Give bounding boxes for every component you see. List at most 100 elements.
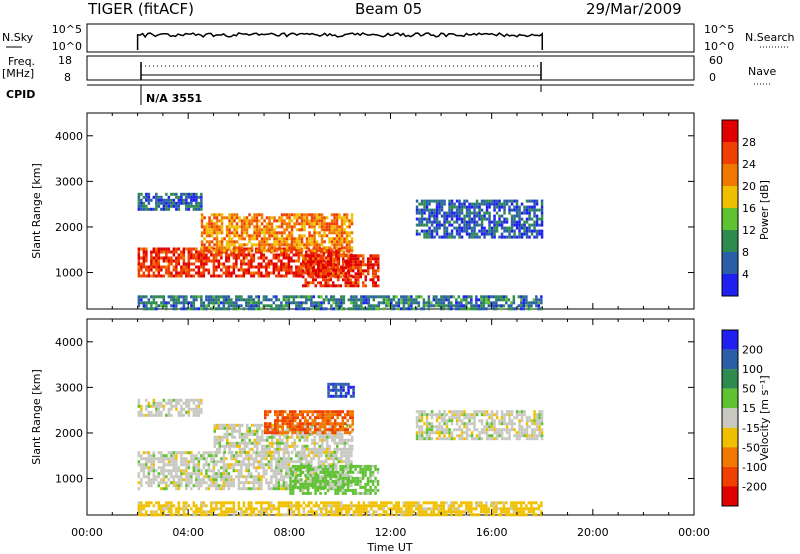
data-cell [374,464,377,468]
data-cell [270,259,273,263]
data-cell [218,213,221,217]
data-cell [428,434,431,438]
data-cell [340,298,343,302]
data-cell [205,460,208,464]
data-cell [270,475,273,479]
data-cell [182,401,186,405]
data-cell [528,199,531,203]
data-cell [371,488,375,492]
data-cell [180,250,183,254]
data-cell [512,307,516,311]
data-cell [327,281,330,285]
data-cell [203,228,206,232]
data-cell [345,460,348,464]
data-cell [336,413,339,417]
data-cell [265,228,269,232]
data-cell [323,231,326,235]
data-cell [248,240,251,244]
data-cell [203,249,206,253]
data-cell [460,307,463,311]
data-cell [291,413,294,417]
data-cell [215,213,219,217]
data-cell [150,265,153,269]
data-cell [257,274,261,278]
data-cell [317,454,321,458]
data-cell [222,460,226,464]
data-cell [177,487,181,491]
data-cell [255,225,259,229]
data-cell [150,469,153,473]
data-cell [215,472,218,476]
data-cell [285,304,288,308]
data-cell [220,460,223,464]
data-cell [470,202,474,206]
data-cell [332,301,336,305]
data-cell [528,208,531,212]
data-cell [253,231,256,235]
data-cell [357,304,361,308]
data-cell [453,205,456,209]
data-cell [152,271,156,275]
data-cell [213,225,216,229]
scatter-region [137,295,543,311]
data-cell [445,235,449,239]
data-cell [142,304,146,308]
data-cell [331,416,334,420]
data-cell [357,260,360,264]
data-cell [430,304,433,308]
data-cell [212,271,216,275]
data-cell [246,444,249,448]
data-cell [306,491,310,495]
data-cell [208,231,211,235]
data-cell [200,249,204,253]
data-cell [348,231,351,235]
data-cell [349,413,352,417]
data-cell [263,234,266,238]
data-cell [473,205,476,209]
data-cell [294,464,297,468]
data-cell [348,438,351,442]
data-cell [440,431,444,435]
data-cell [241,438,244,442]
data-cell [300,222,304,226]
data-cell [445,229,449,233]
data-cell [480,422,484,426]
data-cell [433,229,436,233]
data-cell [195,253,198,257]
data-cell [335,228,339,232]
data-cell [307,256,311,260]
data-cell [372,281,375,285]
data-cell [458,434,461,438]
data-cell [465,226,469,230]
data-cell [338,435,341,439]
data-cell [327,254,330,258]
data-cell [165,304,168,308]
data-cell [256,438,259,442]
data-cell [190,192,193,196]
data-cell [304,473,307,477]
data-cell [528,235,531,239]
data-cell [430,232,434,236]
data-cell [492,295,496,299]
data-cell [315,249,319,253]
data-cell [503,428,506,432]
data-cell [261,447,264,451]
data-cell [263,228,266,232]
data-cell [278,225,281,229]
data-cell [215,475,218,479]
data-cell [195,463,198,467]
data-cell [505,428,509,432]
data-cell [280,274,283,278]
data-cell [170,451,173,455]
data-cell [354,275,357,279]
data-cell [309,281,312,285]
data-cell [140,510,143,514]
data-cell [281,432,284,436]
data-cell [233,240,236,244]
data-cell [286,438,289,442]
data-cell [225,274,228,278]
data-cell [314,485,317,489]
data-cell [296,435,299,439]
data-cell [175,265,178,269]
data-cell [185,457,188,461]
